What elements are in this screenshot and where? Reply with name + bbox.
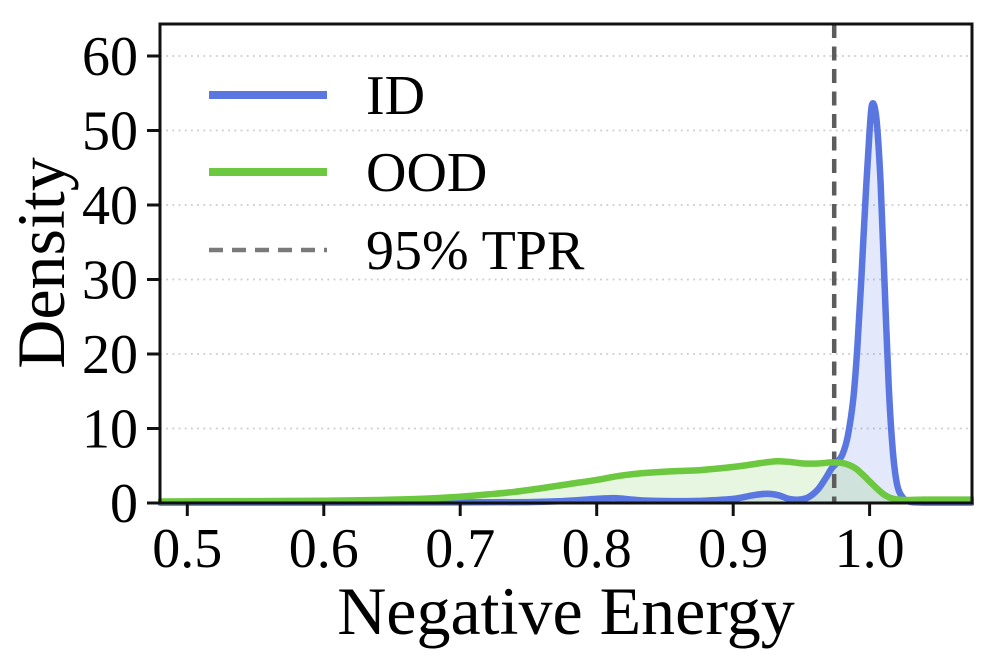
y-tick-label-30: 30 bbox=[82, 250, 138, 312]
legend-item-id: ID bbox=[209, 65, 425, 127]
legend-item-threshold: 95% TPR bbox=[209, 220, 585, 282]
x-tick-label-0.9: 0.9 bbox=[698, 518, 768, 580]
plot-frame bbox=[158, 22, 974, 505]
y-tick-label-10: 10 bbox=[82, 399, 138, 461]
y-tick-label-50: 50 bbox=[82, 101, 138, 163]
x-tick-label-0.8: 0.8 bbox=[562, 518, 632, 580]
y-axis-ticks: 0 10 20 30 40 50 60 bbox=[82, 26, 160, 535]
legend-threshold-label: 95% TPR bbox=[366, 220, 585, 282]
y-tick-label-0: 0 bbox=[110, 473, 138, 535]
legend: ID OOD 95% TPR bbox=[209, 65, 585, 282]
legend-id-label: ID bbox=[366, 65, 425, 127]
y-tick-label-60: 60 bbox=[82, 26, 138, 88]
ood-density-curve bbox=[158, 458, 974, 505]
x-tick-label-0.6: 0.6 bbox=[289, 518, 359, 580]
id-density-curve bbox=[158, 100, 974, 506]
x-tick-label-1.0: 1.0 bbox=[835, 518, 905, 580]
x-axis-label: Negative Energy bbox=[337, 573, 795, 649]
id-density-fill bbox=[160, 103, 972, 503]
x-axis-ticks: 0.5 0.6 0.7 0.8 0.9 1.0 bbox=[152, 503, 905, 580]
y-tick-label-20: 20 bbox=[82, 324, 138, 386]
gridlines bbox=[160, 55, 972, 430]
x-tick-label-0.5: 0.5 bbox=[152, 518, 222, 580]
legend-ood-label: OOD bbox=[366, 142, 487, 204]
y-axis-label: Density bbox=[3, 157, 79, 369]
y-tick-label-40: 40 bbox=[82, 175, 138, 237]
x-tick-label-0.7: 0.7 bbox=[425, 518, 495, 580]
legend-item-ood: OOD bbox=[209, 142, 487, 204]
